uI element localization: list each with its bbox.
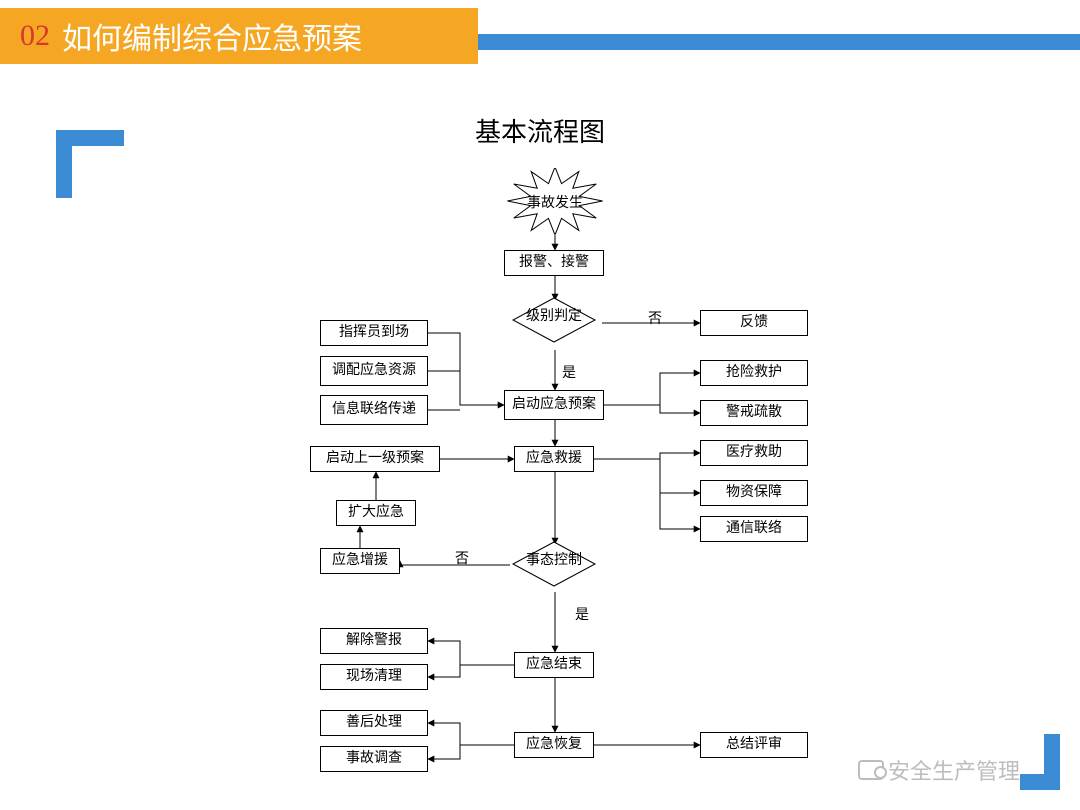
flow-node-launch: 启动应急预案: [504, 390, 604, 420]
flow-node-resource: 调配应急资源: [320, 356, 428, 386]
wechat-icon: [858, 760, 884, 780]
flow-node-uplevel: 启动上一级预案: [310, 446, 440, 472]
flow-node-evacuate: 警戒疏散: [700, 400, 808, 426]
flow-node-cleanup: 现场清理: [320, 664, 428, 690]
edge-label: 否: [455, 548, 469, 568]
header-number: 02: [20, 19, 50, 53]
flow-node-investigate: 事故调查: [320, 746, 428, 772]
header-banner: 02 如何编制综合应急预案: [0, 8, 478, 64]
flow-node-alarm: 报警、接警: [504, 250, 604, 276]
flow-node-rescue1: 抢险救护: [700, 360, 808, 386]
edge-label: 是: [575, 604, 589, 624]
edge-label: 否: [648, 308, 662, 328]
flow-node-expand: 扩大应急: [336, 500, 416, 526]
flow-node-review: 总结评审: [700, 732, 808, 758]
flow-diamond-level: 级别判定: [513, 298, 595, 342]
flow-node-after: 善后处理: [320, 710, 428, 736]
flow-node-comms: 通信联络: [700, 516, 808, 542]
flow-diamond-control: 事态控制: [513, 542, 595, 586]
flow-starburst-start: 事故发生: [490, 168, 620, 239]
flow-node-recover: 应急恢复: [514, 732, 594, 758]
flowchart: 事故发生报警、接警级别判定 反馈 指挥员到场调配应急资源信息联络传递 启动应急预案 抢险…: [0, 160, 1080, 800]
watermark: 安全生产管理: [858, 754, 1020, 786]
flow-node-info: 信息联络传递: [320, 395, 428, 425]
edge-label: 是: [562, 362, 576, 382]
flow-node-material: 物资保障: [700, 480, 808, 506]
flow-node-healthcare: 医疗救助: [700, 440, 808, 466]
header-title: 如何编制综合应急预案: [62, 14, 362, 58]
flow-node-commander: 指挥员到场: [320, 320, 428, 346]
flow-node-feedback: 反馈: [700, 310, 808, 336]
flow-node-cancel: 解除警报: [320, 628, 428, 654]
watermark-text: 安全生产管理: [888, 754, 1020, 786]
chart-title: 基本流程图: [0, 112, 1080, 149]
flow-node-reinforce: 应急增援: [320, 548, 400, 574]
flow-node-end: 应急结束: [514, 652, 594, 678]
header-stripe: [478, 34, 1080, 50]
flow-node-rescue: 应急救援: [514, 446, 594, 472]
